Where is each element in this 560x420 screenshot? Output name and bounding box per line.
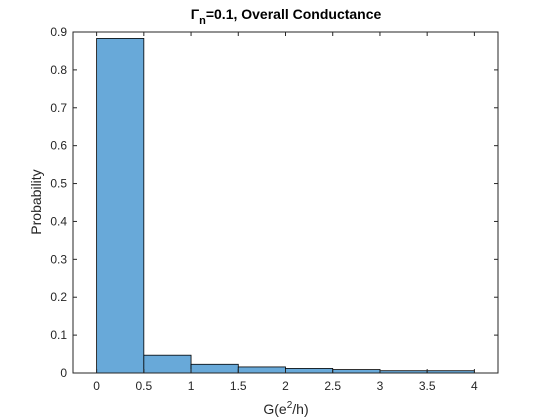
x-tick-label: 1.5 (230, 379, 247, 393)
x-tick-label: 4 (471, 379, 478, 393)
x-tick-label: 3.5 (419, 379, 436, 393)
x-label-prefix: G(e (263, 401, 287, 417)
x-axis-label: G(e2/h) (263, 400, 308, 417)
x-tick-label: 2.5 (324, 379, 341, 393)
y-tick-label: 0.7 (50, 101, 67, 115)
histogram-bar-3 (190, 363, 239, 374)
x-tick-label: 1 (188, 379, 195, 393)
title-gamma-symbol: Γ (191, 6, 200, 22)
y-tick-label: 0.4 (50, 214, 67, 228)
y-tick-label: 0.8 (50, 63, 67, 77)
y-tick-label: 0.5 (50, 177, 67, 191)
title-subscript: n (199, 15, 206, 27)
x-tick-label: 3 (377, 379, 384, 393)
bars-group (96, 38, 475, 374)
y-tick-label: 0.1 (50, 328, 67, 342)
x-ticks-group: 0 0.5 1 1.5 2 2.5 3 3.5 4 (93, 32, 478, 393)
histogram-bar-2 (143, 354, 192, 374)
x-tick-label: 0 (93, 379, 100, 393)
y-tick-label: 0.6 (50, 139, 67, 153)
y-tick-label: 0 (60, 366, 67, 380)
x-label-superscript: 2 (287, 400, 293, 411)
y-tick-label: 0.2 (50, 290, 67, 304)
histogram-bar-1 (96, 38, 145, 374)
y-tick-label: 0.3 (50, 252, 67, 266)
histogram-bar-5 (285, 368, 334, 374)
x-label-suffix: /h) (292, 401, 308, 417)
histogram-bar-6 (332, 369, 381, 374)
x-tick-label: 0.5 (135, 379, 152, 393)
histogram-bar-4 (237, 366, 286, 374)
x-tick-label: 2 (282, 379, 289, 393)
y-ticks-group: 0 0.1 0.2 0.3 0.4 0.5 0.6 0.7 0.8 0.9 (50, 25, 498, 380)
title-rest: =0.1, Overall Conductance (206, 6, 382, 22)
y-tick-label: 0.9 (50, 25, 67, 39)
y-axis-label: Probability (28, 169, 44, 234)
chart-title: Γn=0.1, Overall Conductance (191, 6, 382, 27)
